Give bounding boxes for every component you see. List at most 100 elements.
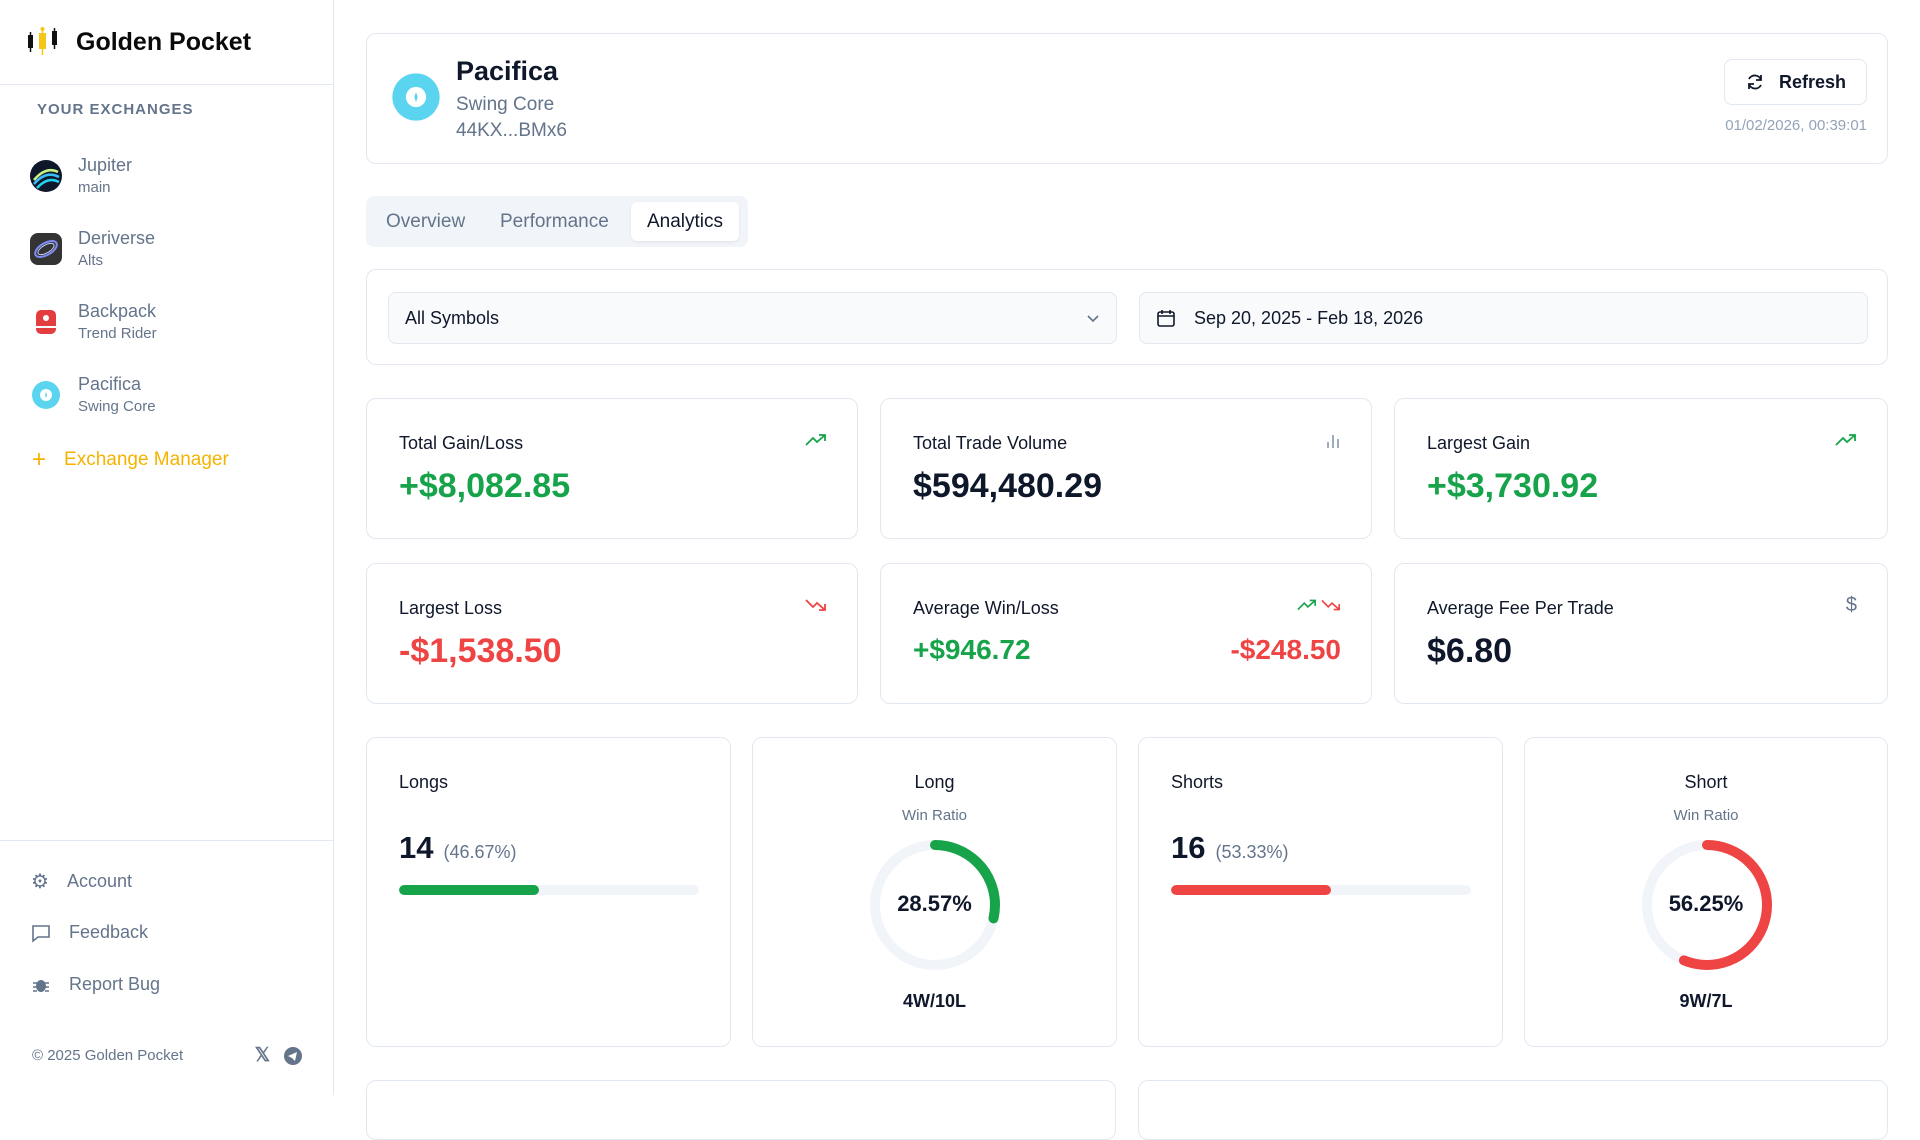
- stat-value: +$8,082.85: [399, 467, 571, 505]
- sidebar-item-pacifica[interactable]: Pacifica Swing Core: [30, 374, 156, 415]
- trending-down-icon: [1321, 599, 1340, 611]
- exchange-name: Backpack: [78, 301, 157, 321]
- dollar-icon: $: [1845, 594, 1857, 616]
- average-win-loss-card: Average Win/Loss +$946.72 -$248.50: [880, 563, 1372, 704]
- logo[interactable]: Golden Pocket: [0, 0, 333, 85]
- exchange-sub: Swing Core: [78, 398, 156, 415]
- long-ratio-value: 28.57%: [897, 891, 972, 916]
- longs-count: 14: [399, 830, 434, 865]
- short-win-ratio-donut: [1642, 840, 1772, 970]
- copyright: © 2025 Golden Pocket: [32, 1047, 184, 1064]
- long-win-ratio-card: Long Win Ratio 28.57% 4W/10L: [752, 737, 1117, 1047]
- report-bug-label: Report Bug: [69, 974, 161, 994]
- sidebar-item-jupiter[interactable]: Jupiter main: [30, 155, 132, 196]
- longs-percent: (46.67%): [443, 842, 517, 862]
- exchange-subtitle: Swing Core: [456, 94, 555, 115]
- refresh-icon: [1748, 74, 1762, 90]
- jupiter-logo-icon: [30, 159, 62, 192]
- stat-value: $594,480.29: [913, 467, 1103, 505]
- shorts-percent: (53.33%): [1215, 842, 1289, 862]
- shorts-count: 16: [1171, 830, 1206, 865]
- stat-label: Total Gain/Loss: [399, 433, 524, 453]
- tab-overview[interactable]: Overview: [386, 211, 466, 232]
- symbol-select-value: All Symbols: [405, 307, 500, 328]
- stat-label: Largest Gain: [1427, 433, 1531, 453]
- stat-value: $6.80: [1427, 632, 1513, 670]
- pacifica-logo-icon: [32, 380, 60, 409]
- longs-progress-fill: [399, 885, 539, 895]
- longs-progress-bar: [399, 885, 699, 895]
- stat-label: Total Trade Volume: [913, 433, 1068, 453]
- shorts-progress-fill: [1171, 885, 1331, 895]
- footer: © 2025 Golden Pocket 𝕏: [32, 1044, 302, 1067]
- stat-value: -$1,538.50: [399, 632, 562, 670]
- app-name: Golden Pocket: [76, 27, 252, 56]
- filters-card: All Symbols Sep 20, 2025 - Feb 18, 2026: [366, 269, 1888, 365]
- bar-chart-icon: [1327, 435, 1339, 448]
- long-ratio-subtitle: Win Ratio: [901, 807, 968, 824]
- section-title: YOUR EXCHANGES: [37, 101, 194, 118]
- message-icon: [32, 924, 50, 943]
- trending-up-icon: [805, 434, 826, 446]
- exchange-manager-link[interactable]: + Exchange Manager: [32, 446, 229, 474]
- exchange-sub: Trend Rider: [78, 325, 157, 342]
- short-ratio-title: Short: [1684, 772, 1728, 792]
- stat-label: Largest Loss: [399, 598, 503, 618]
- tab-bar: Overview Performance Analytics: [366, 196, 748, 247]
- date-range-picker[interactable]: Sep 20, 2025 - Feb 18, 2026: [1139, 292, 1868, 344]
- plus-icon: +: [32, 446, 47, 473]
- largest-gain-card: Largest Gain +$3,730.92: [1394, 398, 1888, 539]
- x-icon[interactable]: 𝕏: [254, 1045, 270, 1066]
- date-range-value: Sep 20, 2025 - Feb 18, 2026: [1194, 307, 1424, 328]
- chevron-down-icon: [1087, 315, 1099, 323]
- sidebar-bottom: ⚙ Account Feedback Report Bug © 2025 Gold…: [0, 840, 333, 1095]
- total-gain-loss-card: Total Gain/Loss +$8,082.85: [366, 398, 858, 539]
- exchange-manager-label: Exchange Manager: [64, 449, 229, 470]
- candlestick-logo-icon: [28, 27, 57, 55]
- exchange-name: Pacifica: [78, 374, 142, 394]
- short-ratio-record: 9W/7L: [1679, 991, 1733, 1011]
- tab-analytics[interactable]: Analytics: [631, 202, 740, 241]
- trend-icons: [1297, 598, 1341, 612]
- symbol-select[interactable]: All Symbols: [388, 292, 1117, 344]
- long-win-ratio-donut: [870, 840, 1000, 970]
- sidebar-item-deriverse[interactable]: Deriverse Alts: [30, 228, 155, 269]
- refresh-label: Refresh: [1778, 71, 1847, 92]
- longs-count-row: 14 (46.67%): [399, 830, 517, 866]
- long-ratio-record: 4W/10L: [902, 991, 967, 1011]
- exchange-sub: Alts: [78, 252, 104, 269]
- trending-down-icon: [805, 599, 826, 611]
- report-bug-link[interactable]: Report Bug: [31, 974, 160, 995]
- tab-performance[interactable]: Performance: [500, 211, 609, 232]
- trending-up-icon: [1297, 599, 1316, 611]
- calendar-icon: [1157, 310, 1175, 327]
- refresh-button[interactable]: Refresh: [1724, 59, 1867, 105]
- donut-arc: [870, 840, 1000, 970]
- sidebar: Golden Pocket YOUR EXCHANGES Jupiter main…: [0, 0, 334, 1095]
- long-ratio-title: Long: [914, 772, 955, 792]
- short-ratio-value: 56.25%: [1668, 891, 1744, 916]
- page-title: Pacifica: [456, 56, 559, 86]
- average-win-value: +$946.72: [913, 634, 1031, 665]
- bottom-card-right: [1138, 1080, 1888, 1140]
- shorts-card: Shorts 16 (53.33%): [1138, 737, 1503, 1047]
- exchange-header: Pacifica Swing Core 44KX...BMx6 Refresh …: [366, 33, 1888, 164]
- deriverse-logo-icon: [30, 232, 62, 265]
- telegram-icon[interactable]: [284, 1046, 302, 1065]
- wallet-address[interactable]: 44KX...BMx6: [456, 120, 567, 141]
- bug-icon: [33, 979, 49, 992]
- stat-label: Average Win/Loss: [913, 598, 1059, 618]
- exchange-name: Deriverse: [78, 228, 156, 248]
- account-label: Account: [66, 871, 132, 891]
- sidebar-item-backpack[interactable]: Backpack Trend Rider: [30, 301, 157, 342]
- exchange-name: Jupiter: [78, 155, 133, 175]
- average-loss-value: -$248.50: [1230, 634, 1341, 665]
- bottom-card-left: [366, 1080, 1116, 1140]
- longs-label: Longs: [399, 772, 449, 792]
- shorts-count-row: 16 (53.33%): [1171, 830, 1289, 866]
- pacifica-logo-icon: [392, 73, 440, 121]
- largest-loss-card: Largest Loss -$1,538.50: [366, 563, 858, 704]
- stat-value: +$3,730.92: [1427, 467, 1599, 505]
- feedback-link[interactable]: Feedback: [31, 922, 148, 943]
- account-link[interactable]: ⚙ Account: [31, 869, 132, 894]
